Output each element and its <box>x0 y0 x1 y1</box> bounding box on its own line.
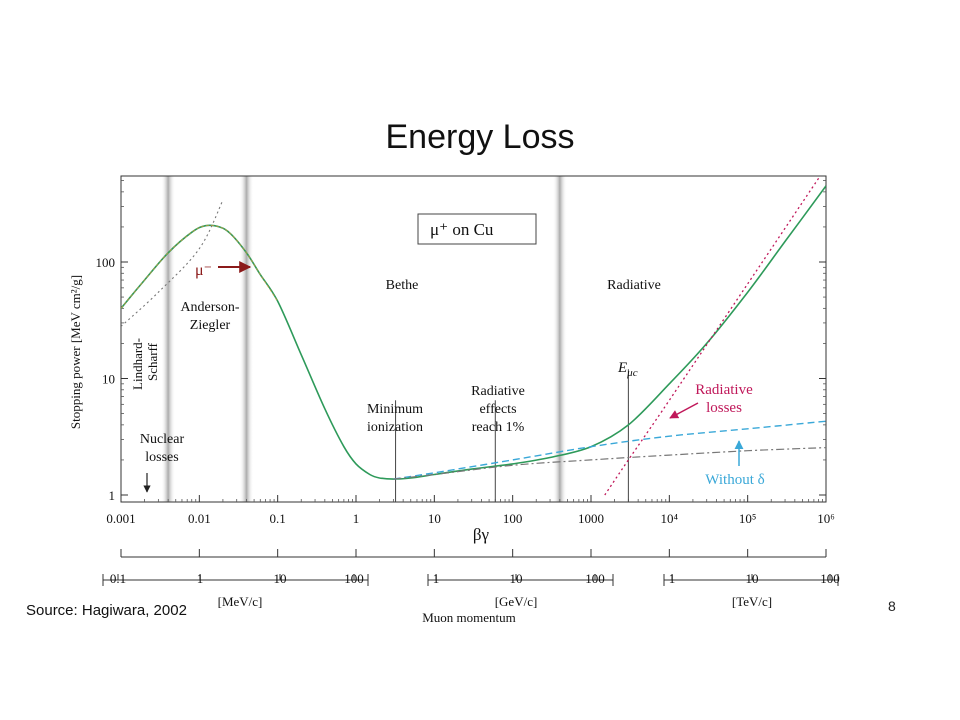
mev-unit-label: [MeV/c] <box>218 594 263 609</box>
x-tick-label-0: 0.001 <box>106 511 135 526</box>
radiative-effects-line2: effects <box>479 402 516 417</box>
y-axis-label: Stopping power [MeV cm²/g] <box>68 275 83 429</box>
gev-tick-label-1: 10 <box>510 571 523 586</box>
series-group <box>121 176 826 496</box>
momentum-axis-label: Muon momentum <box>422 610 516 625</box>
e-mu-c-sub: μc <box>626 367 638 379</box>
bethe-label: Bethe <box>386 278 419 293</box>
radiative-losses-line2: losses <box>706 400 742 416</box>
slide-title: Energy Loss <box>385 118 575 156</box>
series-lindhard-extension <box>121 199 224 327</box>
anderson-ziegler-line1: Anderson- <box>180 300 239 315</box>
x-tick-label-6: 1000 <box>578 511 604 526</box>
x-tick-label-3: 1 <box>353 511 360 526</box>
nuclear-losses-line1: Nuclear <box>140 432 185 447</box>
tev-tick-label-0: 1 <box>669 571 676 586</box>
y-tick-label-2: 100 <box>96 255 116 270</box>
radiative-effects-line3: reach 1% <box>472 420 525 435</box>
gev-tick-label-0: 1 <box>433 571 440 586</box>
x-tick-label-5: 100 <box>503 511 523 526</box>
tev-unit-label: [TeV/c] <box>732 594 772 609</box>
minimum-ionization-line2: ionization <box>367 420 423 435</box>
x-tick-label-2: 0.1 <box>270 511 286 526</box>
energy-loss-chart: 0.001 0.01 0.1 1 10 100 1000 10⁴ 10⁵ 10⁶ 1 10 100 μ… <box>68 175 840 625</box>
gev-unit-label: [GeV/c] <box>495 594 538 609</box>
series-mu-minus-overlay <box>121 224 279 309</box>
legend-box <box>417 213 537 245</box>
anderson-ziegler-line2: Ziegler <box>190 318 231 333</box>
e-mu-c-label: Eμc <box>617 360 638 379</box>
lindhard-scharff-line2: Scharff <box>145 342 160 381</box>
without-delta-label: Without δ <box>705 472 764 488</box>
vertical-markers <box>395 369 629 502</box>
x-tick-label-8: 10⁵ <box>739 511 757 526</box>
e-mu-c-main: E <box>617 360 627 376</box>
series-radiative-losses <box>604 176 821 496</box>
gev-tick-label-2: 100 <box>585 571 605 586</box>
radiative-losses-line1: Radiative <box>695 382 753 398</box>
shaded-band-2 <box>552 176 567 502</box>
nuclear-losses-line2: losses <box>145 450 178 465</box>
series-without-delta <box>393 420 826 480</box>
x-tick-label-1: 0.01 <box>188 511 211 526</box>
x-axis-label: βγ <box>473 525 490 544</box>
tev-tick-label-2: 100 <box>820 571 840 586</box>
plot-frame <box>120 175 827 503</box>
mev-tick-label-2: 10 <box>274 571 287 586</box>
mev-tick-label-0: 0.1 <box>110 571 126 586</box>
radiative-effects-line1: Radiative <box>471 384 525 399</box>
page-number: 8 <box>888 598 896 614</box>
mev-tick-label-3: 100 <box>344 571 364 586</box>
x-axis-ticks: 0.001 0.01 0.1 1 10 100 1000 10⁴ 10⁵ 10⁶ <box>106 495 835 526</box>
shaded-band-1 <box>239 176 254 502</box>
x-tick-label-9: 10⁶ <box>817 511 835 526</box>
momentum-axes: 0.1 1 10 100 [MeV/c] 1 10 100 [GeV/c] 1 10 100 [TeV/… <box>102 549 840 609</box>
lindhard-scharff-line1: Lindhard- <box>130 338 145 390</box>
tev-tick-label-1: 10 <box>746 571 759 586</box>
x-tick-label-7: 10⁴ <box>661 511 679 526</box>
legend-label: μ⁺ on Cu <box>430 220 494 239</box>
source-label: Source: Hagiwara, 2002 <box>26 602 187 619</box>
y-axis-ticks: 1 10 100 <box>96 180 826 503</box>
mu-minus-label: μ⁻ <box>195 262 212 279</box>
x-tick-label-4: 10 <box>428 511 441 526</box>
y-tick-label-0: 1 <box>109 488 116 503</box>
series-bethe-continuation <box>393 447 826 480</box>
radiative-losses-arrow <box>669 402 699 419</box>
minimum-ionization-line1: Minimum <box>367 402 423 417</box>
radiative-label: Radiative <box>607 278 661 293</box>
mev-tick-label-1: 1 <box>197 571 204 586</box>
y-tick-label-1: 10 <box>102 372 115 387</box>
